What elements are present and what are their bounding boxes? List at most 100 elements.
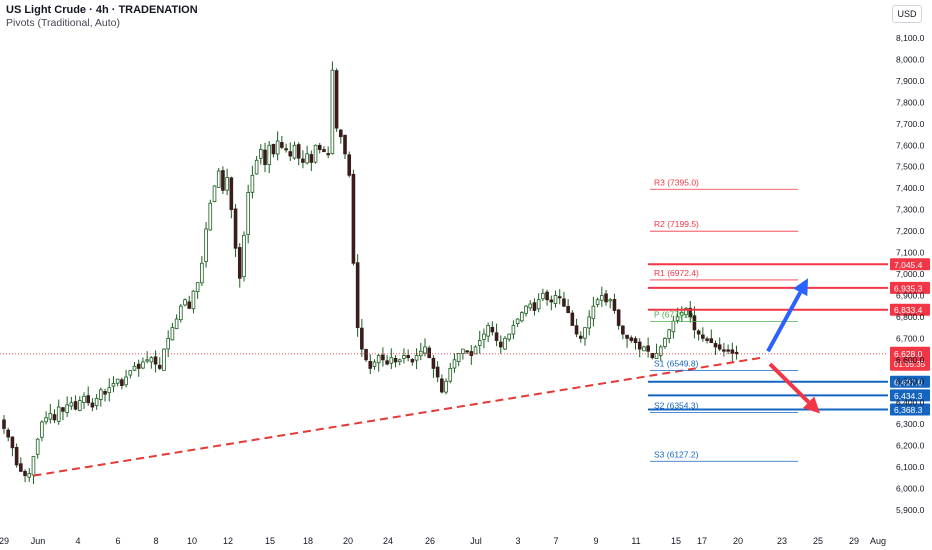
candle-body (99, 389, 103, 400)
candle-body (179, 305, 183, 321)
candle-body (452, 359, 457, 369)
candle-body (553, 295, 558, 304)
candle-body (637, 341, 642, 350)
x-tick-label: 18 (303, 536, 313, 546)
arrow-shaft (766, 291, 803, 353)
candle-body (115, 378, 120, 384)
price-tag (890, 281, 930, 294)
y-tick-label: 7,600.0 (896, 140, 925, 150)
candle-body (528, 303, 533, 309)
x-tick-label: Aug (870, 536, 886, 546)
candle-body (604, 293, 608, 303)
x-tick-label: 20 (343, 536, 353, 546)
candle-body (233, 208, 238, 249)
candle-body (317, 144, 322, 150)
price-tag (890, 403, 930, 416)
candle-body (19, 463, 23, 472)
price-tag-label: 6,497.6 (894, 377, 923, 387)
candle-body (355, 262, 360, 329)
candle-body (162, 348, 166, 371)
candle-body (658, 346, 663, 356)
x-tick-label: 6 (115, 536, 120, 546)
x-tick-label: 8 (153, 536, 158, 546)
arrow-shaft (768, 362, 811, 404)
candle-body (688, 307, 693, 318)
currency-badge[interactable]: USD (892, 5, 922, 23)
candle-body (120, 379, 124, 386)
candle-body (296, 144, 301, 159)
candle-body (35, 438, 40, 455)
candle-body (629, 337, 634, 341)
candle-body (427, 347, 432, 359)
candle-body (511, 325, 516, 335)
candle-body (56, 406, 61, 422)
candle-body (557, 296, 562, 299)
candle-body (625, 334, 629, 339)
y-tick-label: 7,100.0 (896, 248, 925, 258)
candle-body (650, 352, 655, 359)
candle-body (111, 383, 116, 387)
candle-body (541, 292, 545, 300)
y-tick-label: 7,400.0 (896, 183, 925, 193)
candle-body (174, 318, 179, 329)
candle-body (621, 325, 625, 335)
candle-body (591, 305, 596, 320)
candle-body (402, 355, 406, 359)
candle-body (145, 359, 149, 362)
x-tick-label: 25 (813, 536, 823, 546)
chart-title: US Light Crude · 4h · TRADENATION (6, 4, 198, 16)
candle-body (10, 436, 15, 449)
pivot-label: S2 (6354.3) (654, 401, 699, 411)
candle-body (684, 307, 688, 316)
pivot-label: P (6779.1) (654, 309, 694, 319)
price-tag-label: 6,935.3 (894, 283, 923, 293)
candle-body (237, 247, 242, 279)
candle-body (229, 177, 234, 211)
candle-body (313, 144, 318, 163)
candle-body (263, 149, 267, 165)
candle-body (65, 404, 69, 413)
price-axis: 8,100.0 8,000.0 7,900.0 7,800.0 7,700.0 7,600… (896, 33, 925, 515)
candle-body (600, 295, 604, 301)
candle-body (77, 400, 82, 411)
arrow-head (802, 396, 820, 414)
y-tick-label: 8,000.0 (896, 54, 925, 64)
candle-body (157, 364, 162, 369)
pivot-label: S3 (6127.2) (654, 449, 699, 459)
arrow-head (793, 278, 808, 297)
candle-body (570, 312, 575, 326)
candle-body (646, 345, 650, 352)
x-tick-label: 24 (383, 536, 393, 546)
candle-body (305, 153, 309, 164)
x-tick-label: 7 (553, 536, 558, 546)
candle-body (532, 302, 537, 311)
candle-body (393, 357, 398, 363)
x-tick-label: 4 (75, 536, 80, 546)
candle-body (90, 402, 95, 408)
candle-body (461, 348, 465, 354)
candle-body (246, 192, 250, 235)
candle-body (149, 357, 154, 363)
candle-body (284, 148, 288, 151)
candle-body (170, 327, 175, 341)
candle-body (288, 151, 293, 157)
candle-body (722, 349, 726, 352)
candle-body (705, 338, 709, 341)
candle-body (242, 234, 246, 278)
price-tag (890, 389, 930, 402)
candle-body (734, 351, 739, 355)
candle-body (326, 153, 330, 156)
candle-body (490, 326, 495, 333)
candle-body (549, 299, 554, 303)
bar-countdown: 01:05:35 (894, 360, 926, 369)
candle-body (566, 305, 570, 314)
price-tag-label: 7,045.4 (894, 260, 923, 270)
candle-body (562, 298, 566, 307)
x-tick-label: 10 (187, 536, 197, 546)
candle-body (536, 299, 541, 310)
candle-body (667, 329, 671, 339)
candle-body (153, 356, 158, 365)
candle-body (208, 202, 213, 231)
candle-body (200, 262, 204, 284)
